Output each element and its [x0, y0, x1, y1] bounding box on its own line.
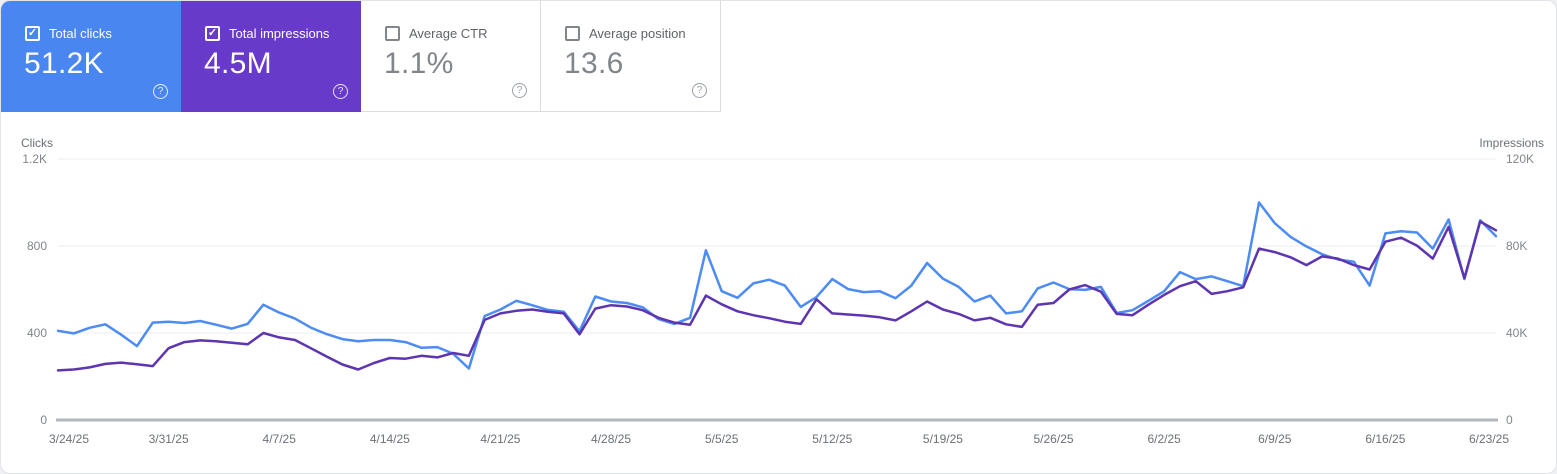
y-tick-label-right: 80K — [1506, 239, 1528, 253]
metric-card-value: 1.1% — [384, 47, 454, 80]
x-tick-date-label: 3/31/25 — [148, 432, 189, 446]
x-tick-date-label: 6/23/25 — [1468, 432, 1510, 446]
x-tick-date-label: 4/28/25 — [591, 432, 632, 446]
x-tick-date-label: 5/5/25 — [705, 432, 739, 446]
metric-cards: Total clicks 51.2K ? Total impressions 4… — [1, 1, 721, 112]
clicks-line — [56, 201, 1498, 370]
y-tick-label-right: 40K — [1506, 326, 1528, 340]
x-tick-date-label: 3/24/25 — [48, 432, 90, 446]
x-tick-date-label: 6/9/25 — [1258, 432, 1292, 446]
checkbox-checked-icon[interactable] — [205, 26, 220, 41]
right-axis-title: Impressions — [1479, 136, 1544, 150]
metric-card-average-position[interactable]: Average position 13.6 ? — [541, 1, 721, 112]
x-tick-date-label: 5/12/25 — [812, 432, 853, 446]
metric-card-average-ctr[interactable]: Average CTR 1.1% ? — [361, 1, 541, 112]
metric-card-label: Total clicks — [49, 26, 112, 41]
left-axis-title: Clicks — [21, 136, 53, 150]
metric-card-value: 13.6 — [564, 47, 624, 80]
metric-card-label: Average position — [589, 26, 686, 41]
x-tick-date-label: 4/21/25 — [480, 432, 521, 446]
x-tick-date-label: 5/26/25 — [1033, 432, 1074, 446]
x-tick-date-label: 6/2/25 — [1147, 432, 1181, 446]
y-tick-label-right: 120K — [1506, 152, 1535, 166]
help-icon[interactable]: ? — [333, 84, 348, 99]
y-tick-label-right: 0 — [1506, 413, 1513, 427]
metric-card-label: Total impressions — [229, 26, 330, 41]
x-tick-date-label: 4/7/25 — [262, 432, 296, 446]
help-icon[interactable]: ? — [692, 83, 707, 98]
metric-card-label: Average CTR — [409, 26, 488, 41]
impressions-line — [56, 220, 1498, 372]
metric-card-value: 4.5M — [204, 47, 272, 80]
x-tick-date-label: 6/16/25 — [1365, 432, 1406, 446]
metric-card-value: 51.2K — [24, 47, 104, 80]
y-tick-label-left: 1.2K — [22, 152, 47, 166]
checkbox-unchecked-icon[interactable] — [385, 26, 400, 41]
y-tick-label-left: 800 — [26, 239, 47, 253]
x-tick-date-label: 4/14/25 — [369, 432, 410, 446]
help-icon[interactable]: ? — [153, 84, 168, 99]
y-tick-label-left: 0 — [40, 413, 47, 427]
metric-card-total-impressions[interactable]: Total impressions 4.5M ? — [181, 1, 361, 112]
x-tick-date-label: 5/19/25 — [922, 432, 963, 446]
help-icon[interactable]: ? — [512, 83, 527, 98]
checkbox-unchecked-icon[interactable] — [565, 26, 580, 41]
metric-card-total-clicks[interactable]: Total clicks 51.2K ? — [1, 1, 181, 112]
y-tick-label-left: 400 — [26, 326, 47, 340]
checkbox-checked-icon[interactable] — [25, 26, 40, 41]
